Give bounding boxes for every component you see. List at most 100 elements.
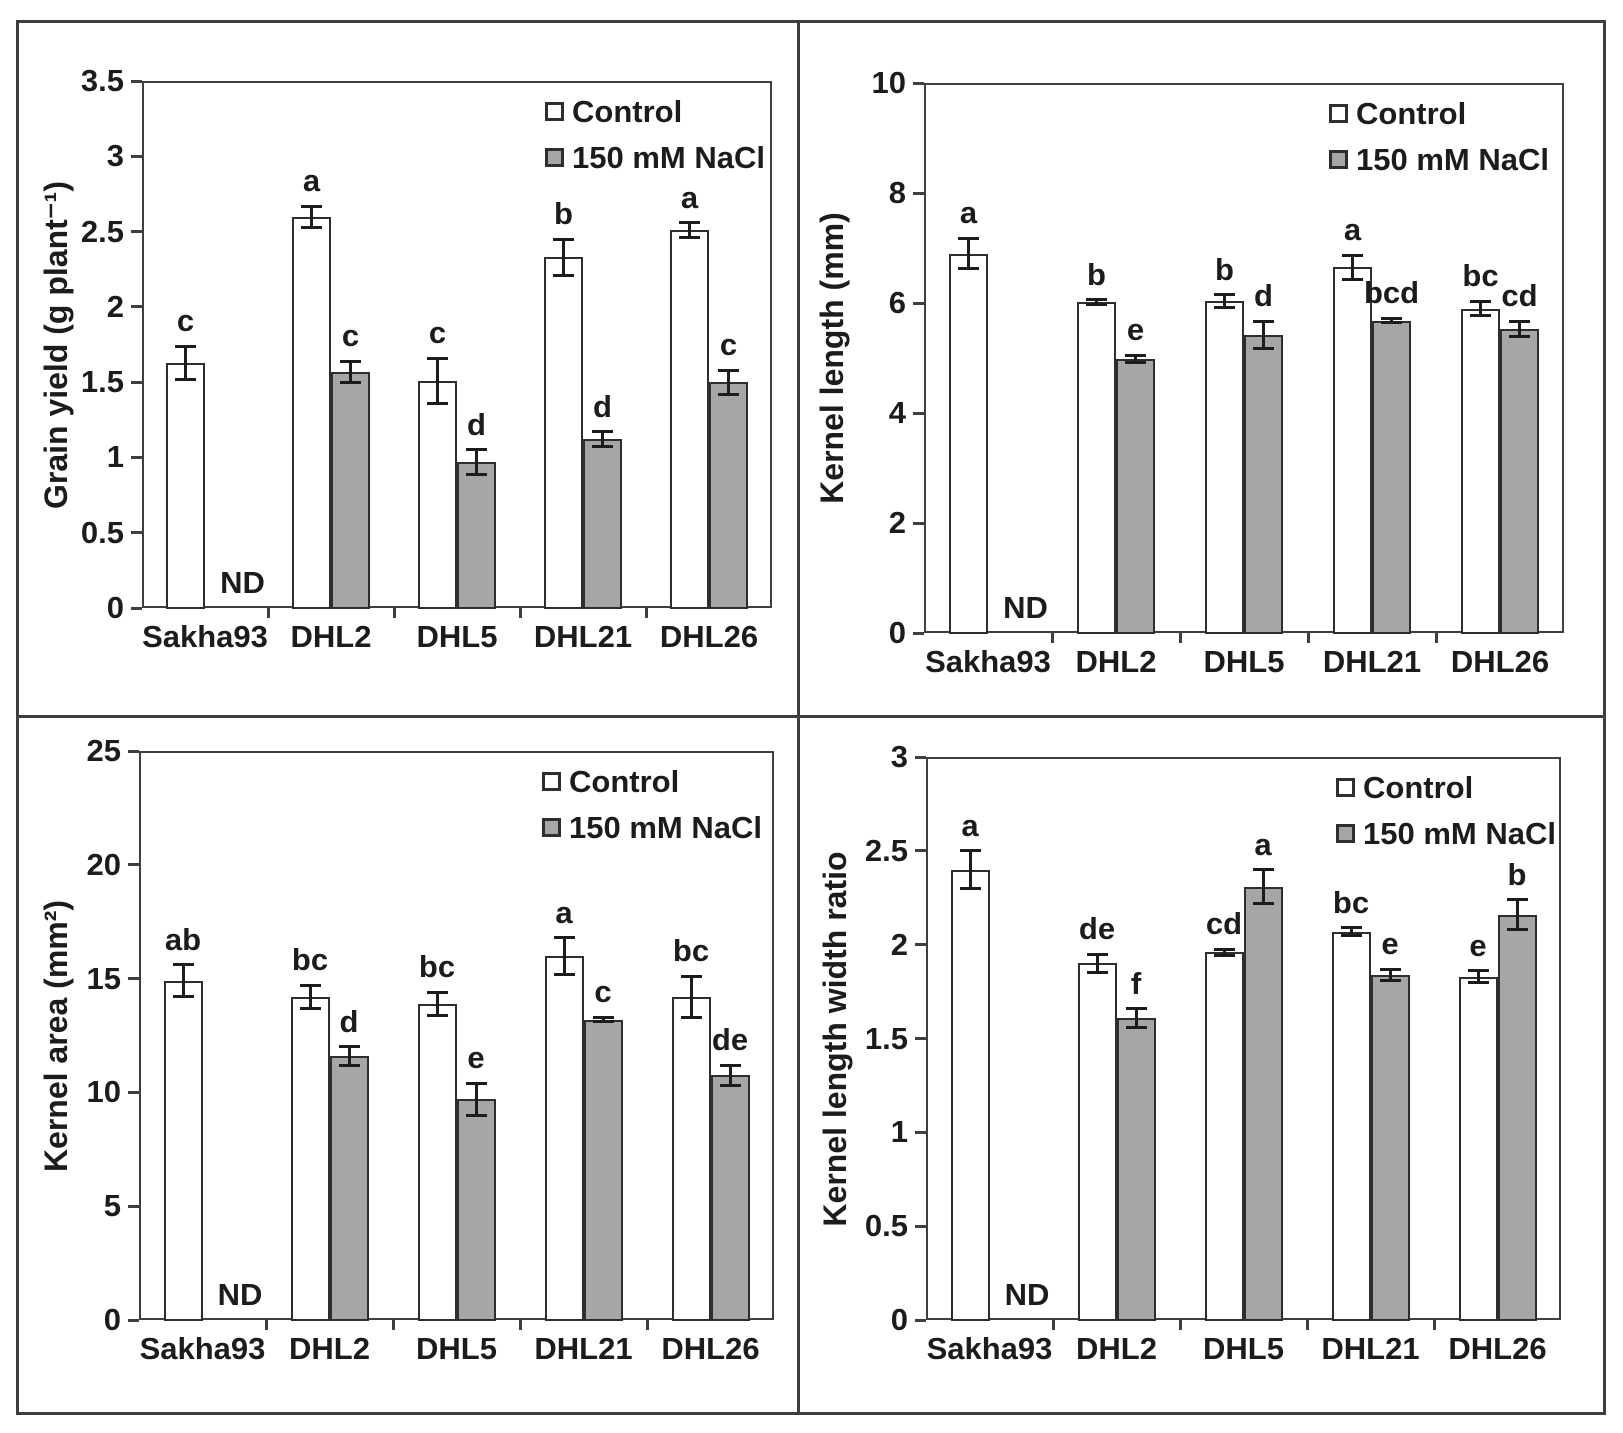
legend-swatch-control-icon: [542, 772, 561, 791]
error-bar: [1095, 299, 1098, 305]
y-axis-tick-label: 1.5: [864, 1020, 908, 1056]
error-bar-cap-top: [1213, 947, 1235, 951]
y-axis-tick: [128, 863, 139, 867]
significance-letter: cd: [1501, 278, 1538, 314]
x-category-label: DHL5: [1203, 644, 1285, 679]
y-axis-tick-label: 0.5: [80, 514, 124, 550]
x-category-label: DHL2: [1076, 1331, 1157, 1366]
error-bar-cap-bottom: [301, 225, 322, 229]
bar-nacl-dhl5: [457, 461, 496, 609]
legend-item-control: Control: [1336, 771, 1623, 805]
error-bar-cap-top: [1125, 353, 1146, 357]
legend-label: 150 mM NaCl: [1356, 142, 1549, 177]
error-bar-cap-bottom: [1509, 335, 1530, 338]
bar-control-dhl2: [290, 996, 330, 1321]
y-axis-tick-label: 3.5: [80, 63, 124, 98]
error-bar: [347, 1046, 351, 1066]
bar-nacl-dhl26: [1500, 328, 1539, 634]
y-axis-tick: [915, 1130, 926, 1134]
y-axis-title: Kernel length (mm): [814, 212, 850, 504]
x-category-label: Sakha93: [139, 1331, 266, 1366]
error-bar-cap-bottom: [958, 267, 979, 271]
significance-letter: a: [961, 807, 979, 843]
legend-label: 150 mM NaCl: [1363, 816, 1556, 851]
error-bar-cap-bottom: [340, 380, 361, 384]
error-bar-cap-bottom: [592, 445, 613, 449]
error-bar: [349, 361, 352, 383]
y-axis-tick: [128, 1090, 139, 1094]
error-bar-cap-bottom: [1470, 314, 1491, 318]
error-bar-cap-top: [718, 368, 739, 372]
error-bar: [1134, 355, 1137, 363]
error-bar: [1476, 970, 1480, 983]
y-axis-tick-label: 8: [888, 175, 906, 210]
significance-letter: bc: [418, 949, 456, 985]
x-axis-tick: [645, 1320, 649, 1330]
y-axis-tick-label: 0: [103, 1302, 121, 1337]
x-category-label: DHL21: [533, 619, 633, 654]
bar-nacl-dhl21: [1370, 974, 1410, 1321]
legend-item-nacl: 150 mM NaCl: [545, 141, 865, 175]
x-axis-tick: [1178, 1320, 1182, 1330]
error-bar-cap-bottom: [172, 995, 194, 999]
error-bar-cap-bottom: [719, 1084, 741, 1088]
bar-control-sakha93: [163, 980, 203, 1321]
error-bar-cap-bottom: [1214, 306, 1235, 310]
y-axis-tick-label: 3: [106, 138, 124, 174]
bar-nacl-dhl2: [329, 1056, 369, 1321]
significance-letter: bc: [291, 942, 329, 978]
error-bar-cap-top: [1086, 952, 1108, 956]
error-bar: [967, 238, 970, 269]
error-bar: [1515, 899, 1519, 930]
error-bar-cap-top: [1467, 969, 1489, 973]
x-axis-tick: [644, 608, 648, 618]
error-bar: [968, 850, 972, 889]
x-category-label: DHL2: [289, 1331, 370, 1366]
y-axis-tick-label: 2.5: [864, 832, 908, 868]
legend-swatch-control-icon: [1329, 104, 1348, 123]
y-axis-tick: [913, 631, 924, 635]
error-bar-cap-top: [1086, 298, 1107, 302]
horizontal-divider: [19, 715, 1603, 718]
error-bar: [601, 1017, 605, 1022]
error-bar: [1351, 255, 1354, 280]
x-axis-tick: [1051, 1320, 1055, 1330]
x-category-label: DHL5: [416, 619, 498, 654]
x-category-label: DHL26: [1450, 644, 1550, 679]
error-bar: [562, 239, 565, 276]
error-bar-cap-top: [1509, 319, 1530, 323]
significance-letter: bc: [1462, 258, 1499, 294]
y-axis-tick-label: 5: [103, 1188, 121, 1224]
significance-letter: e: [1126, 312, 1145, 348]
bar-nacl-dhl5: [456, 1099, 496, 1321]
error-bar-cap-top: [175, 344, 196, 348]
chart-panel-kernel-area: Kernel area (mm²) 0 5 10 15 20 25 Sakha93 DHL2 DH…: [19, 718, 797, 1412]
y-axis-tick: [131, 79, 142, 83]
bar-nacl-dhl26: [710, 1075, 750, 1321]
error-bar-cap-bottom: [1086, 971, 1108, 975]
error-bar-cap-top: [1252, 868, 1274, 872]
error-bar-cap-top: [1214, 293, 1235, 297]
y-axis-tick-label: 1.5: [80, 364, 124, 400]
error-bar-cap-bottom: [175, 377, 196, 381]
bar-control-dhl21: [544, 955, 584, 1321]
y-axis-tick-label: 6: [888, 285, 906, 320]
error-bar: [1261, 869, 1265, 904]
y-axis-tick: [128, 1204, 139, 1208]
x-axis-tick: [1050, 633, 1054, 643]
error-bar-cap-bottom: [553, 972, 575, 976]
error-bar-cap-top: [1381, 316, 1402, 320]
error-bar-cap-top: [679, 221, 700, 224]
y-axis-tick-label: 20: [86, 846, 121, 882]
bar-control-dhl5: [1204, 952, 1244, 1321]
error-bar-cap-top: [172, 963, 194, 967]
bar-nacl-dhl2: [331, 371, 370, 609]
error-bar: [1222, 949, 1226, 955]
nd-label: ND: [1003, 590, 1048, 625]
error-bar-cap-top: [465, 1081, 487, 1085]
significance-letter: d: [593, 388, 612, 424]
x-axis-tick: [391, 1320, 395, 1330]
significance-letter: a: [302, 163, 321, 198]
legend-label: 150 mM NaCl: [569, 810, 762, 845]
